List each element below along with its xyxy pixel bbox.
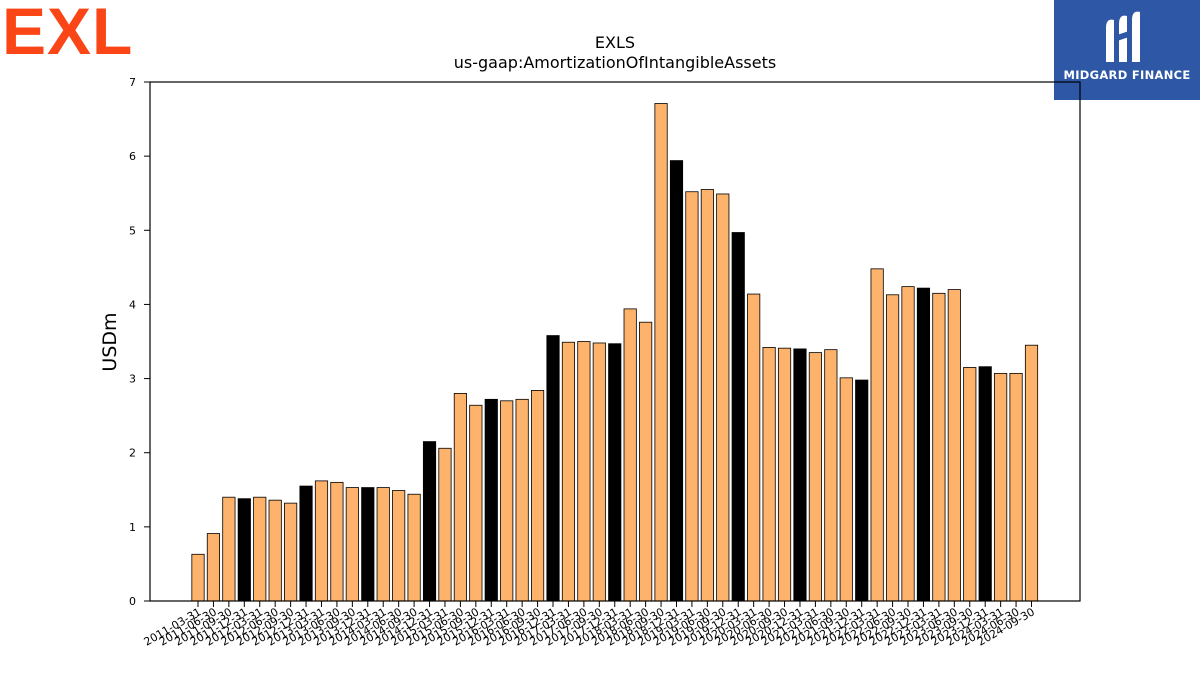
bar-2023-12-31 (978, 366, 992, 602)
bar-2023-03-31 (932, 292, 946, 602)
bar-2017-03-31 (561, 341, 576, 602)
bar-2023-06-30 (947, 289, 961, 602)
midgard-finance-logo: MIDGARD FINANCE (1054, 0, 1200, 100)
bar-2018-12-31 (669, 160, 684, 602)
bar-2016-09-30 (531, 390, 545, 602)
exl-logo: EXL (2, 0, 134, 68)
bar-2016-12-31 (546, 335, 560, 602)
midgard-brand-text: MIDGARD FINANCE (1063, 68, 1191, 82)
bar-2011-09-30 (222, 496, 236, 602)
bar-2020-12-31 (793, 348, 807, 602)
chart-title: EXLS (594, 33, 636, 52)
y-tick-label: 7 (129, 76, 136, 89)
bar-2022-03-31 (870, 268, 884, 602)
y-tick-label: 2 (129, 447, 136, 460)
y-tick-label: 6 (129, 150, 136, 163)
bars-group (191, 103, 1039, 602)
bar-2024-06-30 (1009, 372, 1023, 602)
bar-2021-09-30 (839, 377, 853, 602)
bar-2017-09-30 (592, 342, 606, 602)
bar-2014-12-31 (422, 441, 437, 602)
bar-2012-12-31 (299, 485, 313, 602)
bar-2015-06-30 (453, 392, 467, 602)
bar-2017-06-30 (577, 341, 591, 602)
x-axis: 2011-03-312011-06-302011-09-302011-12-31… (142, 601, 1037, 649)
bar-2017-12-31 (608, 343, 622, 602)
bar-2016-06-30 (515, 398, 529, 602)
bar-2020-06-30 (762, 347, 776, 602)
bar-2014-09-30 (407, 493, 421, 602)
bar-2022-09-30 (901, 286, 915, 602)
bar-2018-09-30 (654, 103, 668, 602)
bar-2020-09-30 (777, 347, 792, 602)
bar-2021-06-30 (824, 349, 838, 602)
bar-2013-09-30 (345, 487, 359, 602)
bar-2022-06-30 (886, 294, 900, 602)
bar-2020-03-31 (747, 293, 761, 602)
plot-frame (149, 81, 1081, 602)
bar-2021-03-31 (808, 352, 822, 602)
bar-2023-09-30 (963, 367, 977, 602)
chart-subtitle: us-gaap:AmortizationOfIntangibleAssets (453, 53, 777, 72)
bar-2012-09-30 (284, 502, 298, 602)
bar-2013-06-30 (330, 481, 344, 602)
bar-2024-03-31 (994, 372, 1008, 602)
bar-2011-12-31 (237, 498, 251, 602)
bar-2012-06-30 (268, 499, 282, 602)
y-tick-label: 0 (129, 595, 136, 608)
bar-2019-12-31 (731, 232, 745, 602)
bar-2012-03-31 (253, 496, 267, 602)
bar-2013-12-31 (361, 487, 375, 602)
bar-2019-06-30 (700, 189, 714, 602)
y-axis: 0 1 2 3 4 5 6 7 (129, 76, 150, 608)
bar-2015-12-31 (484, 398, 498, 602)
y-tick-label: 4 (129, 298, 136, 311)
y-axis-label: USDm (99, 312, 121, 371)
bar-2014-03-31 (376, 487, 390, 602)
bar-2013-03-31 (314, 480, 329, 602)
bar-2024-09-30 (1024, 344, 1039, 602)
midgard-mark-icon (1106, 11, 1140, 62)
bar-2016-03-31 (500, 400, 514, 602)
bar-2019-03-31 (685, 191, 699, 602)
bar-2021-12-31 (855, 379, 869, 602)
bar-2015-03-31 (438, 447, 452, 602)
bar-2011-03-31 (191, 553, 205, 602)
y-tick-label: 3 (129, 373, 136, 386)
bar-2019-09-30 (716, 193, 730, 602)
y-tick-label: 1 (129, 521, 136, 534)
bar-2014-06-30 (392, 490, 406, 602)
bar-2011-06-30 (206, 533, 221, 602)
bar-2018-06-30 (639, 321, 653, 602)
y-tick-label: 5 (129, 224, 136, 237)
bar-2015-09-30 (469, 404, 483, 602)
bar-2022-12-31 (916, 287, 931, 602)
bar-2018-03-31 (623, 308, 637, 602)
